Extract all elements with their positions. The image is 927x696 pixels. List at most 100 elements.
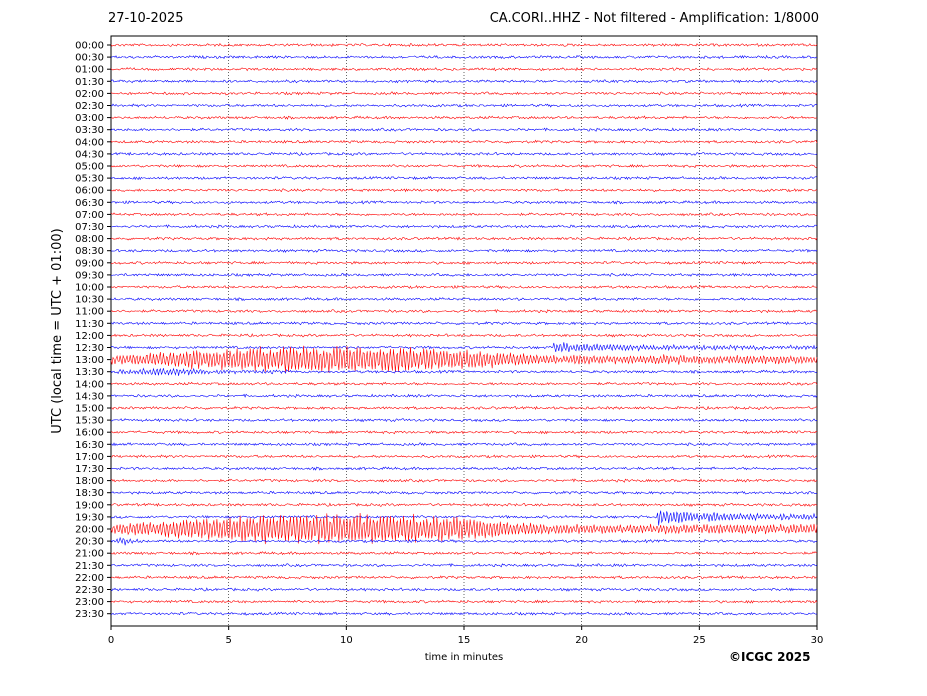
y-tick-label: 16:00 (75, 428, 104, 439)
y-tick-label: 02:00 (75, 89, 104, 100)
y-tick-label: 04:30 (75, 149, 104, 160)
trace-0730 (110, 224, 818, 229)
y-tick-label: 13:30 (75, 367, 104, 378)
x-tick-label: 20 (575, 635, 588, 646)
y-tick-label: 06:30 (75, 198, 104, 209)
trace-0830 (110, 248, 818, 253)
y-tick-label: 20:30 (75, 537, 104, 548)
y-tick-label: 15:30 (75, 416, 104, 427)
copyright-label: ©ICGC 2025 (729, 650, 811, 664)
y-tick-label: 13:00 (75, 355, 104, 366)
y-tick-label: 00:30 (75, 53, 104, 64)
trace-1630 (110, 442, 818, 447)
y-tick-label: 16:30 (75, 440, 104, 451)
y-tick-label: 14:00 (75, 379, 104, 390)
y-tick-label: 17:30 (75, 464, 104, 475)
trace-0400 (110, 139, 818, 144)
trace-0900 (110, 260, 818, 265)
y-tick-label: 23:30 (75, 609, 104, 620)
trace-0500 (110, 163, 818, 169)
date-label: 27-10-2025 (108, 11, 184, 26)
trace-1400 (110, 381, 818, 386)
y-tick-label: 07:00 (75, 210, 104, 221)
x-tick-label: 30 (811, 635, 824, 646)
trace-1730 (110, 466, 818, 471)
trace-0800 (110, 236, 818, 241)
trace-1430 (110, 393, 818, 399)
y-tick-label: 21:30 (75, 561, 104, 572)
y-tick-label: 11:30 (75, 319, 104, 330)
x-tick-label: 0 (108, 635, 114, 646)
y-tick-label: 19:00 (75, 500, 104, 511)
y-tick-label: 05:30 (75, 174, 104, 185)
trace-1130 (110, 321, 818, 326)
trace-2100 (110, 551, 818, 556)
trace-1330 (110, 367, 818, 376)
x-axis: 0 5 10 15 20 25 30 (108, 626, 824, 646)
trace-2000 (110, 512, 818, 545)
x-tick-label: 25 (693, 635, 706, 646)
y-tick-label: 01:30 (75, 77, 104, 88)
y-tick-label: 11:00 (75, 307, 104, 318)
trace-0230 (110, 103, 818, 108)
y-tick-label: 15:00 (75, 404, 104, 415)
x-axis-label: time in minutes (425, 652, 504, 663)
trace-1530 (110, 418, 818, 423)
x-tick-label: 5 (225, 635, 231, 646)
trace-2300 (110, 599, 818, 604)
y-tick-label: 08:00 (75, 234, 104, 245)
trace-1700 (110, 454, 818, 459)
y-tick-label: 21:00 (75, 549, 104, 560)
y-tick-label: 02:30 (75, 101, 104, 112)
trace-0300 (110, 115, 818, 120)
y-tick-label: 23:00 (75, 597, 104, 608)
y-tick-label: 06:00 (75, 186, 104, 197)
trace-layer (110, 42, 818, 616)
trace-2130 (110, 563, 818, 568)
trace-1200 (110, 333, 818, 338)
trace-1500 (110, 405, 818, 411)
trace-1800 (110, 478, 818, 483)
y-tick-label: 08:30 (75, 246, 104, 257)
x-tick-label: 15 (458, 635, 471, 646)
trace-1900 (110, 502, 818, 507)
trace-0030 (110, 54, 818, 60)
trace-2200 (110, 575, 818, 580)
y-tick-label: 12:00 (75, 331, 104, 342)
y-tick-label: 09:00 (75, 258, 104, 269)
trace-0930 (110, 272, 818, 278)
x-tick-label: 10 (340, 635, 353, 646)
chart-title: CA.CORI..HHZ - Not filtered - Amplificat… (489, 11, 819, 26)
trace-1600 (110, 430, 818, 435)
y-tick-label: 12:30 (75, 343, 104, 354)
trace-0530 (110, 176, 818, 181)
y-tick-label: 18:30 (75, 488, 104, 499)
trace-2330 (110, 611, 818, 616)
y-tick-label: 07:30 (75, 222, 104, 233)
y-tick-label: 00:00 (75, 41, 104, 52)
trace-0630 (110, 200, 818, 205)
y-axis: 00:0000:3001:0001:3002:0002:3003:0003:30… (75, 41, 111, 620)
y-tick-label: 01:00 (75, 65, 104, 76)
y-tick-label: 05:00 (75, 162, 104, 173)
trace-2230 (110, 587, 818, 592)
y-tick-label: 03:00 (75, 113, 104, 124)
grid-lines (228, 36, 700, 626)
y-tick-label: 10:30 (75, 295, 104, 306)
trace-1230 (110, 342, 818, 353)
y-tick-label: 14:30 (75, 391, 104, 402)
trace-0330 (110, 127, 818, 132)
y-tick-label: 19:30 (75, 512, 104, 523)
trace-2030 (110, 536, 818, 546)
y-tick-label: 18:00 (75, 476, 104, 487)
trace-0430 (110, 151, 818, 157)
y-tick-label: 22:30 (75, 585, 104, 596)
y-tick-label: 20:00 (75, 525, 104, 536)
trace-0000 (110, 42, 818, 48)
y-tick-label: 17:00 (75, 452, 104, 463)
trace-0600 (110, 188, 818, 193)
trace-0200 (110, 91, 818, 96)
y-tick-label: 09:30 (75, 270, 104, 281)
y-tick-label: 04:00 (75, 137, 104, 148)
